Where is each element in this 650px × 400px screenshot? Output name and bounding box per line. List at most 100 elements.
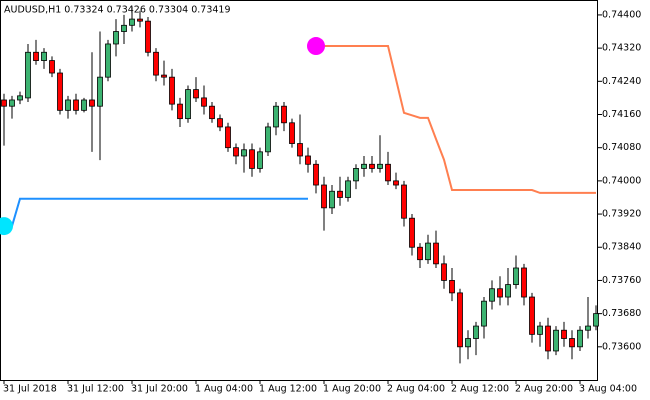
candle-body	[217, 118, 223, 128]
x-tick-label: 31 Jul 12:00	[67, 384, 124, 395]
y-tick-label: 0.73840	[602, 242, 641, 253]
candle-body	[145, 20, 151, 53]
candle-body	[385, 163, 391, 182]
indicator-line	[316, 45, 596, 194]
candle-body	[497, 288, 503, 298]
candle-body	[257, 151, 263, 169]
candle-body	[281, 105, 287, 124]
candle-body	[161, 74, 167, 78]
candle-body	[529, 296, 535, 335]
indicator-line	[4, 197, 308, 228]
y-tick-label: 0.74160	[602, 109, 641, 120]
candle-body	[193, 89, 199, 99]
candle-body	[201, 97, 207, 107]
candle-body	[577, 329, 583, 348]
x-tick-label: 3 Aug 04:00	[579, 384, 637, 395]
y-tick-label: 0.73680	[602, 308, 641, 319]
candle-body	[265, 126, 271, 153]
candle-body	[457, 292, 463, 348]
x-tick-label: 2 Aug 20:00	[515, 384, 573, 395]
candle-body	[41, 51, 47, 61]
candle-body	[353, 168, 359, 182]
candle-body	[65, 99, 71, 111]
candle-body	[105, 43, 111, 78]
candle-body	[585, 325, 591, 331]
candle-body	[489, 288, 495, 302]
candle-body	[569, 338, 575, 348]
candle-body	[97, 76, 103, 107]
candle-body	[321, 184, 327, 209]
candle-body	[113, 31, 119, 45]
candle-body	[473, 325, 479, 339]
candle-body	[233, 147, 239, 157]
candle-body	[209, 105, 215, 120]
indicator-marker	[0, 217, 13, 236]
x-tick-label: 31 Jul 2018	[3, 384, 57, 395]
candle-body	[289, 122, 295, 144]
candle-body	[137, 18, 143, 22]
candle-body	[377, 163, 383, 169]
candle-body	[313, 163, 319, 186]
candle-body	[305, 155, 311, 165]
candle-body	[169, 76, 175, 105]
candle-body	[521, 267, 527, 298]
candle-body	[225, 126, 231, 149]
candle-body	[17, 95, 23, 101]
x-tick-label: 31 Jul 20:00	[131, 384, 188, 395]
candle-body	[505, 284, 511, 298]
candle-body	[337, 190, 343, 198]
y-tick-label: 0.74000	[602, 175, 641, 186]
x-tick-label: 1 Aug 20:00	[323, 384, 381, 395]
candle-body	[545, 325, 551, 352]
candle-body	[417, 246, 423, 261]
candle-body	[249, 149, 255, 169]
candle-body	[345, 180, 351, 198]
candle-body	[553, 329, 559, 352]
candle-body	[561, 329, 567, 339]
candle-body	[433, 242, 439, 265]
y-tick-label: 0.73760	[602, 275, 641, 286]
candle-body	[25, 51, 31, 99]
candle-body	[1, 99, 7, 107]
candle-body	[513, 267, 519, 285]
candle-body	[401, 184, 407, 219]
x-tick-label: 1 Aug 04:00	[195, 384, 253, 395]
candle-body	[129, 18, 135, 26]
candle-body	[49, 60, 55, 74]
y-tick-label: 0.74400	[602, 9, 641, 20]
candle-body	[121, 24, 127, 32]
y-tick-label: 0.74320	[602, 43, 641, 54]
y-tick-label: 0.74080	[602, 142, 641, 153]
candle-body	[33, 51, 39, 61]
plot-frame	[0, 0, 598, 381]
candle-body	[593, 313, 599, 327]
candle-body	[9, 99, 15, 107]
candle-body	[393, 180, 399, 186]
candle-body	[177, 103, 183, 120]
y-tick-label: 0.73600	[602, 341, 641, 352]
x-tick-label: 2 Aug 04:00	[387, 384, 445, 395]
candle-body	[425, 242, 431, 261]
candle-body	[89, 99, 95, 107]
x-tick-label: 1 Aug 12:00	[259, 384, 317, 395]
candle-body	[57, 72, 63, 111]
candle-body	[409, 217, 415, 248]
candle-body	[369, 163, 375, 169]
candle-body	[481, 300, 487, 327]
candle-body	[465, 338, 471, 348]
candle-body	[273, 105, 279, 128]
x-tick-label: 2 Aug 12:00	[451, 384, 509, 395]
candle-body	[537, 325, 543, 335]
candle-body	[153, 51, 159, 76]
y-tick-label: 0.74240	[602, 76, 641, 87]
candle-body	[73, 99, 79, 111]
candle-body	[449, 280, 455, 294]
candle-body	[185, 89, 191, 120]
candle-body	[297, 143, 303, 157]
candle-body	[441, 263, 447, 281]
candle-body	[361, 163, 367, 169]
y-tick-label: 0.73920	[602, 209, 641, 220]
candle-body	[241, 149, 247, 157]
chart-title: AUDUSD,H1 0.73324 0.73426 0.73304 0.7341…	[4, 5, 231, 16]
